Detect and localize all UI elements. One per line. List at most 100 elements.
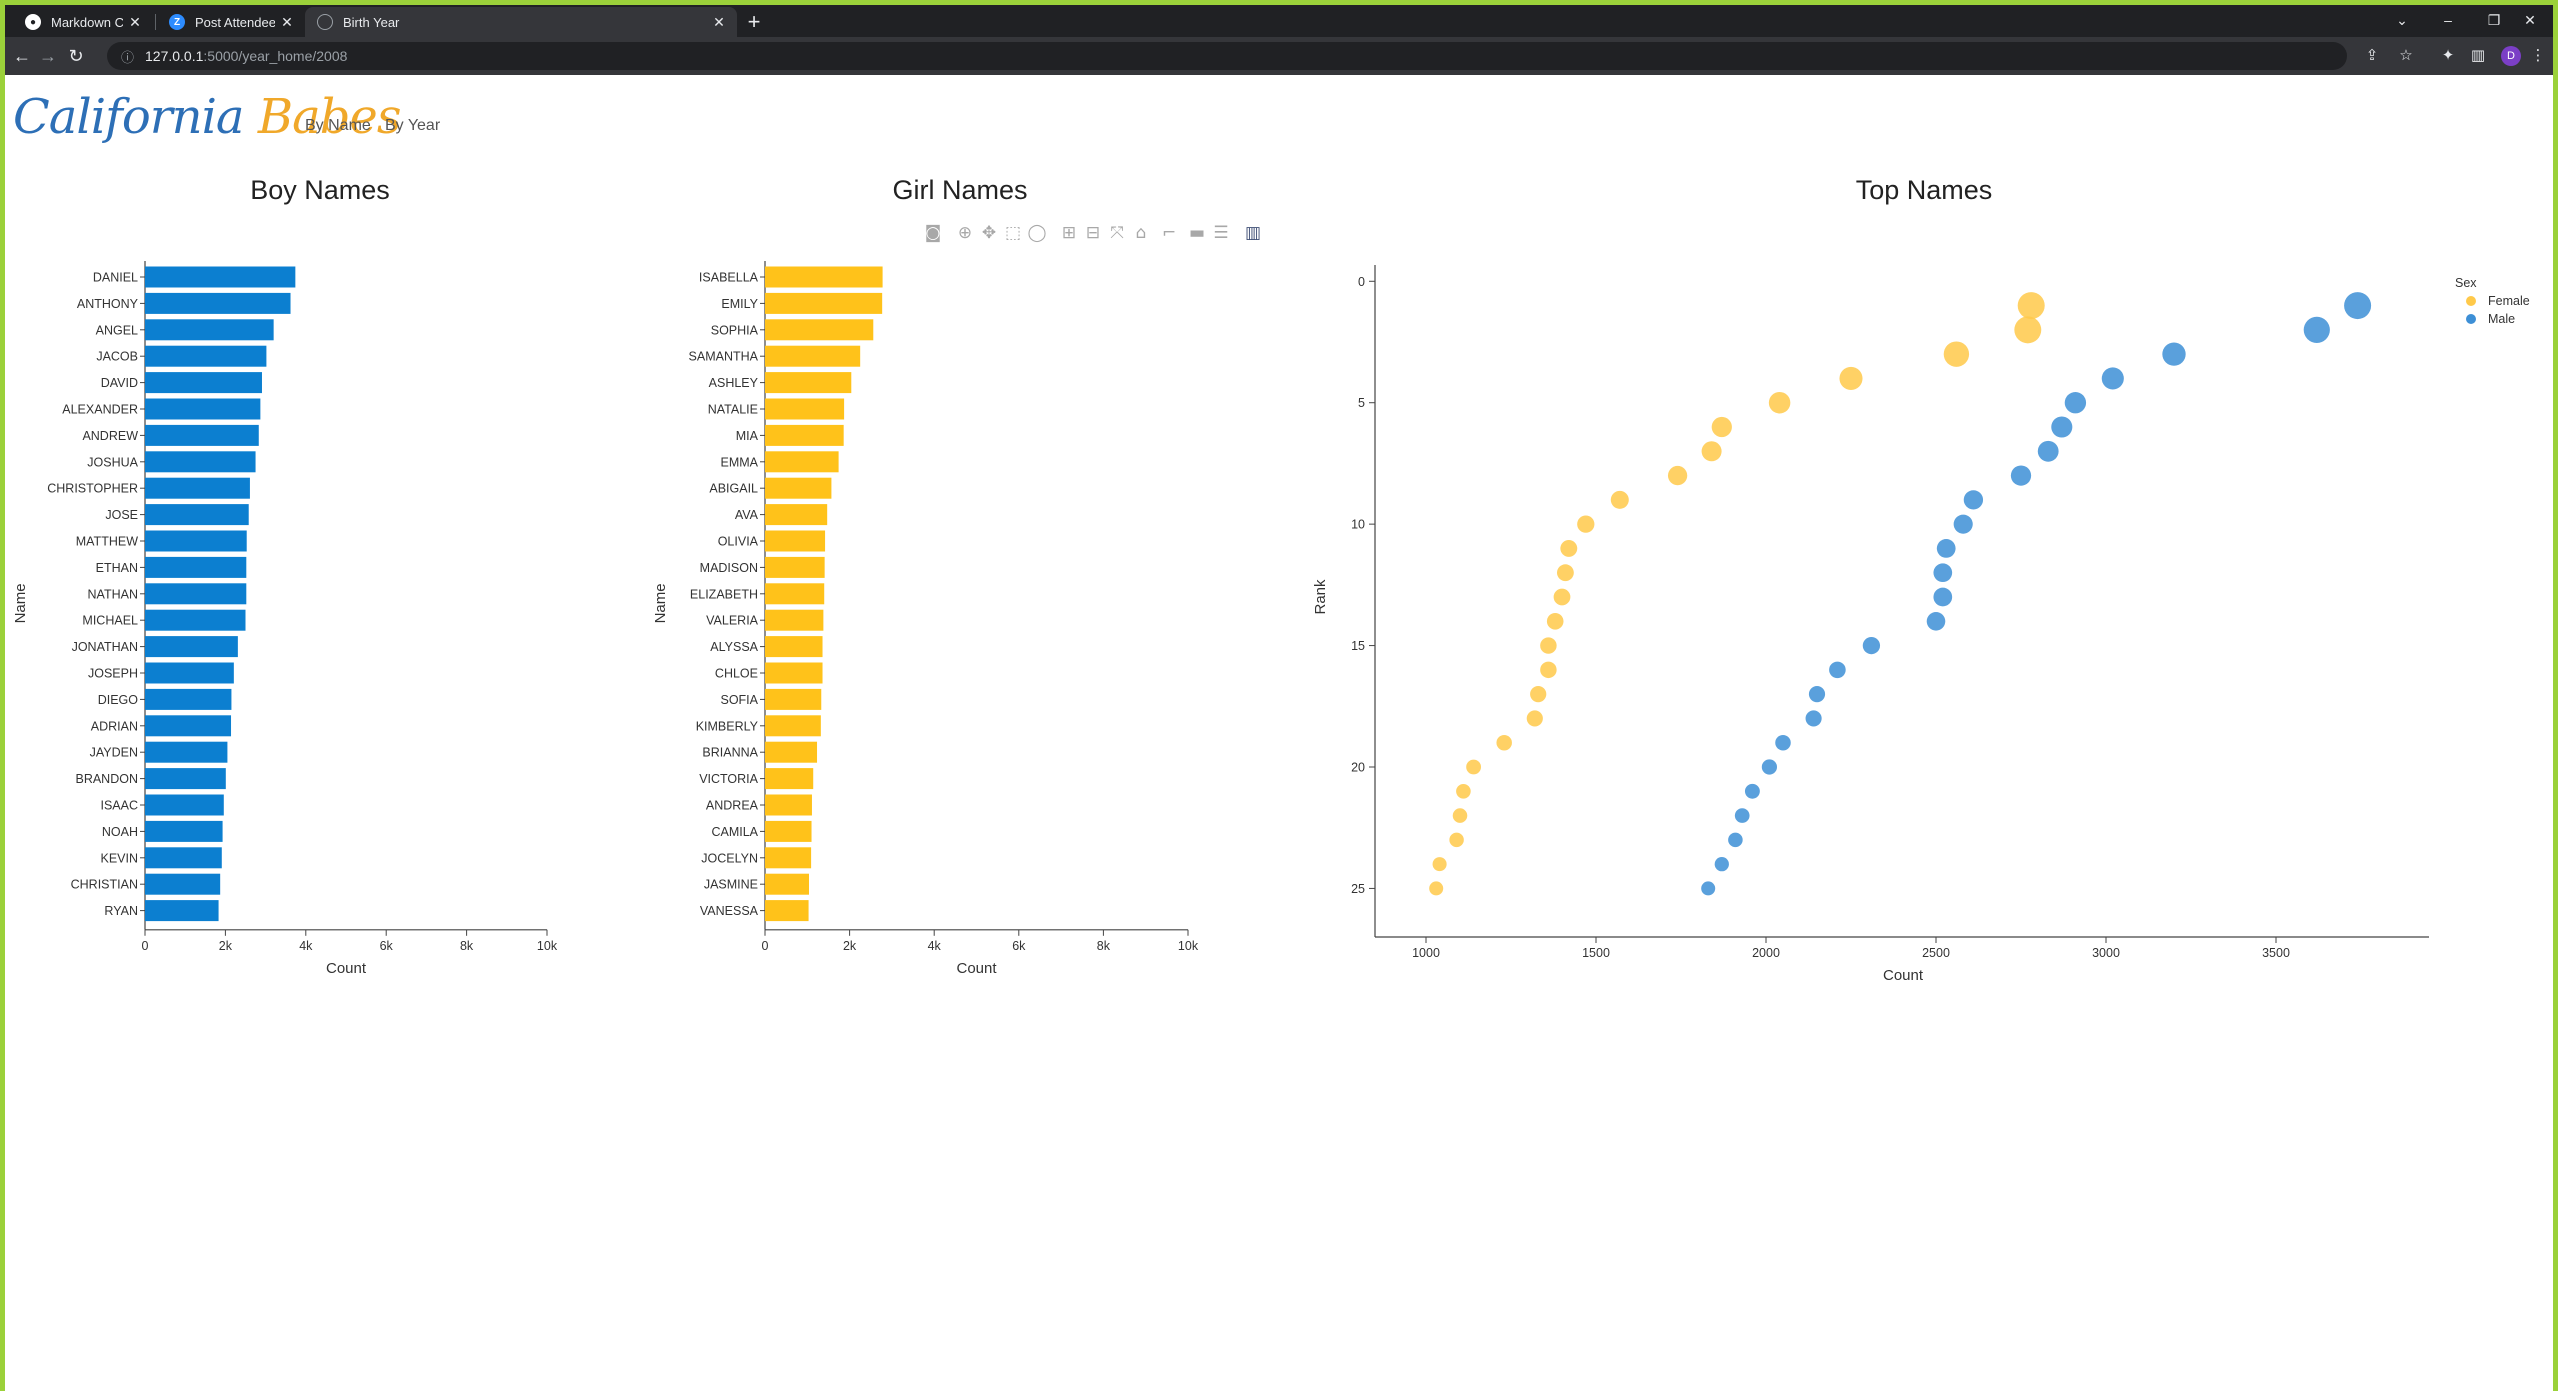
- tab-birth-year[interactable]: Birth Year ✕: [305, 7, 737, 37]
- hover-compare-icon[interactable]: ☰: [1213, 223, 1228, 243]
- zoom-in-icon[interactable]: ⊞: [1062, 223, 1076, 243]
- close-icon[interactable]: ✕: [281, 13, 293, 30]
- male-point-13[interactable]: [1933, 587, 1953, 607]
- camera-icon[interactable]: ◙: [925, 223, 942, 243]
- bar-brianna[interactable]: [765, 741, 818, 763]
- male-point-10[interactable]: [1953, 514, 1973, 534]
- bar-jayden[interactable]: [145, 741, 228, 763]
- back-button[interactable]: ←: [13, 46, 31, 66]
- female-point-21[interactable]: [1456, 783, 1471, 799]
- bar-matthew[interactable]: [145, 530, 247, 552]
- bar-sophia[interactable]: [765, 319, 874, 341]
- hover-closest-icon[interactable]: ▬: [1189, 223, 1205, 243]
- bar-angel[interactable]: [145, 319, 274, 341]
- bar-diego[interactable]: [145, 688, 232, 710]
- male-point-23[interactable]: [1728, 832, 1743, 848]
- bar-chloe[interactable]: [765, 662, 823, 684]
- forward-button[interactable]: →: [39, 46, 57, 66]
- female-point-22[interactable]: [1452, 808, 1468, 823]
- male-point-24[interactable]: [1714, 857, 1729, 872]
- plotly-logo-icon[interactable]: ▥: [1245, 223, 1261, 243]
- female-point-6[interactable]: [1711, 416, 1732, 438]
- male-point-25[interactable]: [1701, 881, 1716, 896]
- bar-elizabeth[interactable]: [765, 583, 825, 605]
- male-point-3[interactable]: [2162, 342, 2186, 366]
- zoom-icon[interactable]: ⊕: [958, 223, 972, 243]
- female-point-9[interactable]: [1610, 490, 1629, 509]
- box-select-icon[interactable]: ⬚: [1005, 223, 1021, 243]
- bar-daniel[interactable]: [145, 266, 296, 288]
- female-point-23[interactable]: [1449, 832, 1464, 848]
- bar-kimberly[interactable]: [765, 715, 821, 737]
- bar-abigail[interactable]: [765, 477, 832, 499]
- female-point-3[interactable]: [1943, 341, 1970, 367]
- menu-icon[interactable]: ⋮: [2530, 47, 2546, 64]
- bar-isaac[interactable]: [145, 794, 224, 816]
- close-icon[interactable]: ✕: [129, 13, 141, 30]
- female-point-10[interactable]: [1577, 515, 1595, 533]
- female-point-17[interactable]: [1530, 686, 1547, 703]
- male-point-21[interactable]: [1744, 783, 1760, 799]
- legend-marker-male[interactable]: [2466, 314, 2476, 324]
- male-point-20[interactable]: [1761, 759, 1778, 775]
- close-window-button[interactable]: ✕: [2524, 12, 2536, 28]
- site-logo[interactable]: California Babes: [13, 89, 401, 145]
- male-point-2[interactable]: [2303, 316, 2330, 343]
- female-point-7[interactable]: [1701, 441, 1722, 462]
- bar-emma[interactable]: [765, 451, 839, 473]
- pan-icon[interactable]: ✥: [982, 223, 996, 243]
- male-point-8[interactable]: [2010, 465, 2032, 486]
- bar-andrew[interactable]: [145, 424, 259, 446]
- bar-vanessa[interactable]: [765, 900, 809, 922]
- female-point-8[interactable]: [1667, 465, 1688, 486]
- male-point-15[interactable]: [1862, 636, 1881, 655]
- bar-jocelyn[interactable]: [765, 847, 812, 869]
- home-icon[interactable]: ⌂: [1136, 223, 1147, 243]
- bar-christian[interactable]: [145, 873, 221, 895]
- bar-samantha[interactable]: [765, 345, 861, 367]
- female-point-24[interactable]: [1432, 857, 1447, 872]
- side-panel-icon[interactable]: ▥: [2470, 47, 2486, 64]
- bar-jonathan[interactable]: [145, 636, 238, 658]
- bar-emily[interactable]: [765, 292, 883, 314]
- female-point-11[interactable]: [1560, 539, 1578, 557]
- female-point-1[interactable]: [2017, 292, 2045, 320]
- nav-by-name[interactable]: By Name: [305, 117, 371, 134]
- bar-ava[interactable]: [765, 504, 828, 526]
- autoscale-icon[interactable]: ⤧: [1110, 223, 1124, 243]
- bar-nathan[interactable]: [145, 583, 247, 605]
- info-icon[interactable]: ⓘ: [121, 50, 135, 65]
- male-point-18[interactable]: [1805, 710, 1822, 727]
- bar-valeria[interactable]: [765, 609, 824, 631]
- bar-joshua[interactable]: [145, 451, 256, 473]
- profile-avatar[interactable]: D: [2501, 46, 2521, 66]
- male-point-22[interactable]: [1734, 808, 1750, 823]
- bar-olivia[interactable]: [765, 530, 826, 552]
- bar-andrea[interactable]: [765, 794, 812, 816]
- female-point-2[interactable]: [2014, 316, 2042, 344]
- female-point-19[interactable]: [1496, 734, 1512, 751]
- male-point-14[interactable]: [1926, 612, 1946, 631]
- bar-ethan[interactable]: [145, 556, 247, 578]
- legend-label-male[interactable]: Male: [2488, 312, 2515, 326]
- spike-lines-icon[interactable]: ⌐: [1162, 223, 1176, 243]
- bar-jacob[interactable]: [145, 345, 267, 367]
- female-point-4[interactable]: [1839, 366, 1863, 390]
- female-point-15[interactable]: [1540, 637, 1557, 654]
- male-point-6[interactable]: [2051, 416, 2073, 438]
- male-point-5[interactable]: [2064, 392, 2087, 414]
- bar-kevin[interactable]: [145, 847, 222, 869]
- bar-alyssa[interactable]: [765, 636, 823, 658]
- female-point-13[interactable]: [1553, 588, 1571, 606]
- bar-brandon[interactable]: [145, 768, 226, 790]
- bar-jose[interactable]: [145, 504, 249, 526]
- zoom-out-icon[interactable]: ⊟: [1086, 223, 1100, 243]
- tab-markdown-cheatsheet[interactable]: ● Markdown Cheatsheet · adam-p ✕: [13, 7, 153, 37]
- female-point-16[interactable]: [1540, 661, 1557, 679]
- reload-button[interactable]: ↻: [68, 46, 84, 66]
- male-point-4[interactable]: [2101, 367, 2124, 390]
- bar-joseph[interactable]: [145, 662, 234, 684]
- restore-button[interactable]: ❐: [2487, 12, 2501, 28]
- bar-noah[interactable]: [145, 820, 223, 842]
- bar-anthony[interactable]: [145, 292, 291, 314]
